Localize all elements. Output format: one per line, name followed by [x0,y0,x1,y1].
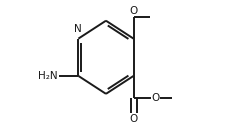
Text: O: O [152,93,160,103]
Text: O: O [129,6,138,16]
Text: H₂N: H₂N [38,71,58,81]
Text: N: N [74,24,82,34]
Text: O: O [129,114,138,124]
